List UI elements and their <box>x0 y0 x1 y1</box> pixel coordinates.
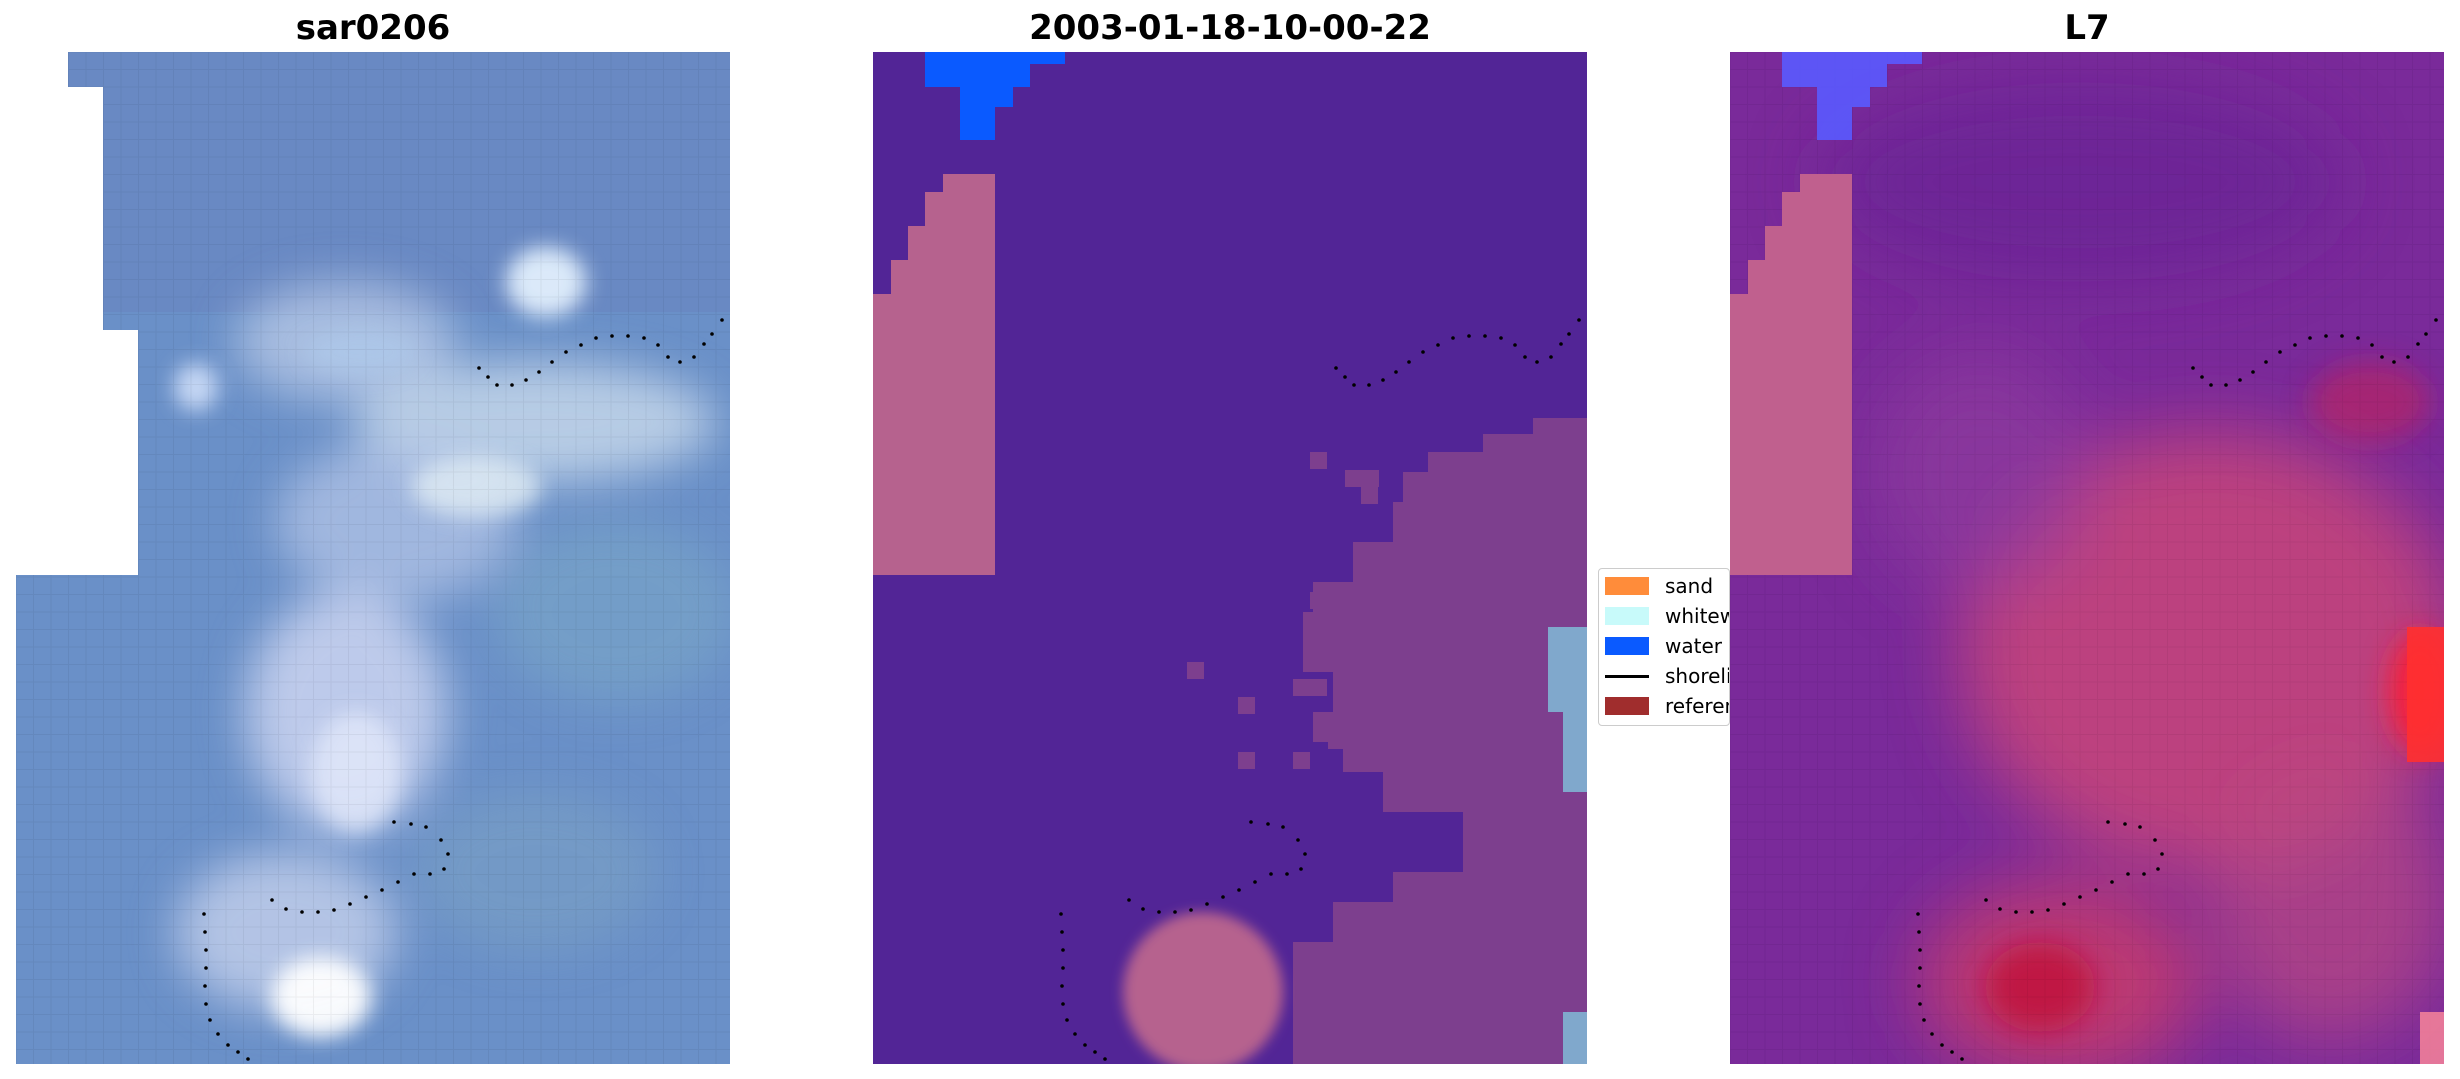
index-blue-region <box>1782 52 1922 140</box>
legend-overlap-cover <box>1730 568 1740 726</box>
classified-pixels <box>1187 452 1379 769</box>
legend-item-water: water <box>1605 633 1722 659</box>
index-left-pink-region <box>1730 174 1852 575</box>
legend-label: sand <box>1665 574 1714 598</box>
rgb-image <box>16 52 730 1064</box>
shoreline-dots-classified <box>1059 318 1581 1061</box>
classified-image-panel <box>873 52 1587 1064</box>
sand-swatch <box>1605 577 1649 595</box>
panel-title-index: L7 <box>2064 8 2110 48</box>
legend-item-shoreline: shoreline <box>1605 663 1729 689</box>
legend-label: water <box>1665 634 1722 658</box>
rgb-image-panel <box>16 52 730 1064</box>
right-mixed-region <box>1123 418 1587 1064</box>
water-swatch <box>1605 637 1649 655</box>
reference-swatch <box>1605 697 1649 715</box>
legend-item-sand: sand <box>1605 573 1713 599</box>
index-image <box>1730 52 2444 1064</box>
index-image-panel <box>1730 52 2444 1064</box>
classified-blue-region <box>925 52 1065 140</box>
left-pink-region <box>873 174 995 575</box>
legend-label: shoreline <box>1665 664 1729 688</box>
shoreline-line-swatch <box>1605 674 1649 678</box>
shoreline-dots-index <box>1916 318 2438 1061</box>
shoreline-dots <box>202 318 724 1061</box>
legend-item-reference: reference <box>1605 693 1729 719</box>
panel-title-rgb: sar0206 <box>295 8 451 48</box>
legend-label: reference <box>1665 694 1729 718</box>
whitewater-swatch <box>1605 607 1649 625</box>
panel-title-classified: 2003-01-18-10-00-22 <box>1029 8 1431 48</box>
